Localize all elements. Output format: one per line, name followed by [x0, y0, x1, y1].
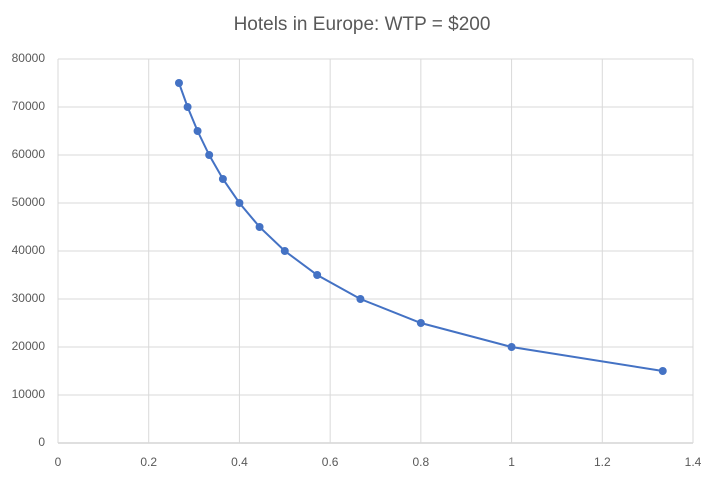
y-tick-label: 0 [38, 435, 45, 449]
data-point [205, 151, 214, 159]
data-point [658, 367, 667, 375]
data-point [235, 199, 244, 207]
y-tick-label: 40000 [12, 243, 46, 257]
y-tick-label: 10000 [12, 387, 46, 401]
x-tick-label: 1 [508, 455, 515, 469]
data-point [313, 271, 322, 279]
data-point [193, 127, 202, 135]
data-point [356, 295, 365, 303]
y-tick-label: 70000 [12, 99, 46, 113]
y-tick-label: 50000 [12, 195, 46, 209]
data-point [255, 223, 264, 231]
x-tick-label: 0 [55, 455, 62, 469]
x-tick-label: 0.6 [322, 455, 339, 469]
data-point [416, 319, 425, 327]
x-tick-label: 0.2 [140, 455, 157, 469]
y-tick-label: 30000 [12, 291, 46, 305]
x-tick-label: 0.4 [231, 455, 248, 469]
x-tick-label: 1.2 [594, 455, 611, 469]
y-tick-label: 60000 [12, 147, 46, 161]
y-tick-label: 80000 [12, 51, 46, 65]
data-point [280, 247, 289, 255]
data-point [174, 79, 183, 87]
data-point [218, 175, 227, 183]
y-tick-label: 20000 [12, 339, 46, 353]
x-tick-label: 0.8 [413, 455, 430, 469]
data-point [183, 103, 192, 111]
chart-title: Hotels in Europe: WTP = $200 [234, 14, 491, 35]
data-point [507, 343, 516, 351]
x-tick-label: 1.4 [685, 455, 702, 469]
